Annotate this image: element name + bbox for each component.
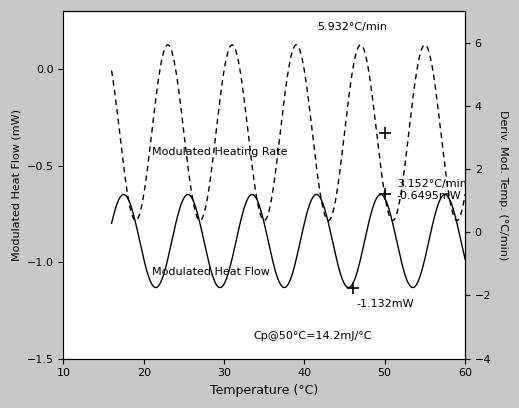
Y-axis label: Modulated Heat Flow (mW): Modulated Heat Flow (mW) bbox=[11, 109, 21, 261]
Text: 3.152°C/min
-0.6495mW: 3.152°C/min -0.6495mW bbox=[397, 179, 467, 202]
Text: 5.932°C/min: 5.932°C/min bbox=[318, 22, 388, 32]
Text: -1.132mW: -1.132mW bbox=[357, 299, 414, 309]
Y-axis label: Deriv. Mod. Temp. (°C/min): Deriv. Mod. Temp. (°C/min) bbox=[498, 110, 508, 260]
X-axis label: Temperature (°C): Temperature (°C) bbox=[210, 384, 318, 397]
Text: Modulated Heat Flow: Modulated Heat Flow bbox=[152, 267, 269, 277]
Text: Cp@50°C=14.2mJ/°C: Cp@50°C=14.2mJ/°C bbox=[253, 331, 372, 341]
Text: Modulated Heating Rate: Modulated Heating Rate bbox=[152, 147, 287, 157]
